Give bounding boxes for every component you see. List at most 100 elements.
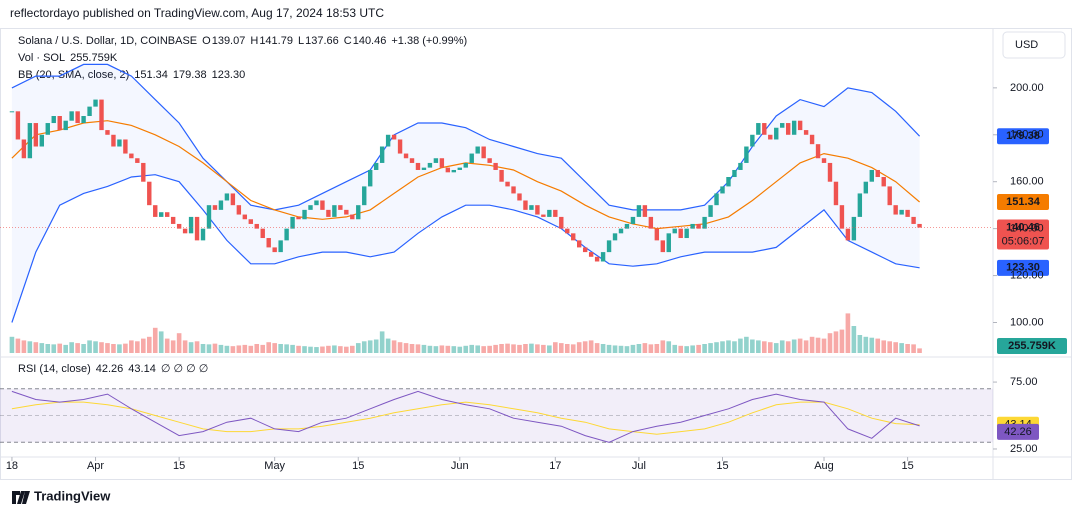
volume-bar (869, 337, 875, 353)
candle (451, 169, 457, 173)
volume-bar (344, 346, 349, 353)
volume-bar (9, 336, 15, 353)
candle (391, 134, 397, 140)
volume-bar (75, 343, 80, 353)
bb-middle (11, 120, 920, 230)
volume-bar (266, 342, 272, 353)
volume-bar (738, 338, 743, 353)
legend-text: C (344, 35, 352, 47)
volume-bar (117, 344, 122, 353)
volume-bar (487, 345, 492, 353)
candle (809, 134, 815, 145)
volume-bar (123, 343, 128, 353)
volume-bar (505, 343, 510, 353)
volume-bar (51, 344, 57, 353)
candle (768, 134, 773, 140)
candle (242, 214, 248, 220)
volume-bar (582, 341, 588, 353)
candle (606, 240, 612, 253)
volume-bar (415, 344, 421, 353)
volume-bar (141, 338, 146, 353)
candle (791, 120, 797, 135)
candle (338, 205, 343, 210)
candle (481, 146, 486, 159)
volume-bar (379, 331, 385, 353)
volume-bar (349, 345, 355, 353)
bb-upper-marker-text: 179.38 (1006, 130, 1040, 142)
volume-bar (314, 347, 319, 353)
candle (39, 134, 44, 147)
candle (302, 209, 307, 220)
volume-bar (702, 344, 707, 353)
volume-bar (87, 340, 92, 353)
x-tick-label: Aug (814, 460, 834, 472)
volume-bar (618, 345, 624, 353)
candle (21, 139, 27, 159)
candle (75, 111, 80, 124)
rsi-tick-label: 25.00 (1010, 443, 1038, 455)
candle (535, 205, 540, 215)
candle (356, 205, 361, 220)
candle (714, 193, 719, 206)
candle (463, 162, 468, 168)
legend-text: +1.38 (+0.99%) (391, 35, 467, 47)
volume-bar (535, 344, 540, 353)
bb-upper-marker (997, 128, 1049, 145)
candle (720, 186, 725, 194)
candle (726, 177, 731, 187)
currency[interactable]: USD (1015, 39, 1038, 51)
volume-bar (212, 343, 218, 353)
candle (421, 167, 427, 170)
candle (45, 123, 50, 135)
volume-bar (564, 344, 570, 353)
candle (260, 228, 265, 239)
candle (881, 177, 886, 187)
rsi-ma (11, 401, 920, 435)
volume-bar (744, 336, 749, 353)
candle (350, 214, 355, 220)
volume-bar (188, 342, 194, 353)
candle (600, 252, 606, 262)
volume-bar (111, 344, 116, 353)
candle (290, 216, 295, 229)
candle (899, 209, 904, 215)
volume-bar (720, 341, 725, 353)
volume-bar (409, 344, 415, 353)
candle (547, 209, 552, 217)
candle (63, 120, 68, 131)
rsi-marker (997, 423, 1039, 440)
volume-bar (296, 345, 301, 353)
candle (254, 223, 259, 229)
candle (230, 193, 236, 206)
legend-text: 123.30 (212, 69, 246, 81)
candle (296, 216, 301, 220)
candle (618, 228, 624, 234)
candle (81, 116, 86, 124)
candle (224, 193, 230, 201)
volume-bar (558, 343, 564, 353)
legend: Solana / U.S. Dollar, 1D, COINBASE O 139.0… (18, 35, 467, 375)
currency-button[interactable] (1002, 31, 1066, 59)
volume-bar (164, 338, 170, 353)
volume-bar (373, 339, 379, 353)
volume-bar (839, 329, 845, 353)
volume-bar (642, 343, 648, 353)
bb-middle-marker (997, 194, 1049, 211)
volume-bar (421, 344, 427, 353)
legend-text: 151.34 (134, 69, 168, 81)
volume-bar (750, 339, 755, 353)
volume-bar (588, 340, 594, 353)
legend-text: RSI (14, close) (18, 363, 91, 375)
publisher: reflectordayo published on TradingView.c… (10, 6, 384, 20)
candle (469, 153, 474, 163)
candle (206, 205, 212, 229)
candle (672, 228, 677, 234)
candle (905, 209, 910, 217)
candle (248, 219, 253, 224)
y-tick-label: 100.00 (1010, 316, 1044, 328)
candle (785, 123, 791, 135)
x-tick-label: 15 (716, 460, 728, 472)
volume-bar (397, 342, 403, 353)
bb-lower-marker-text: 123.30 (1006, 262, 1040, 274)
candle (684, 228, 689, 239)
